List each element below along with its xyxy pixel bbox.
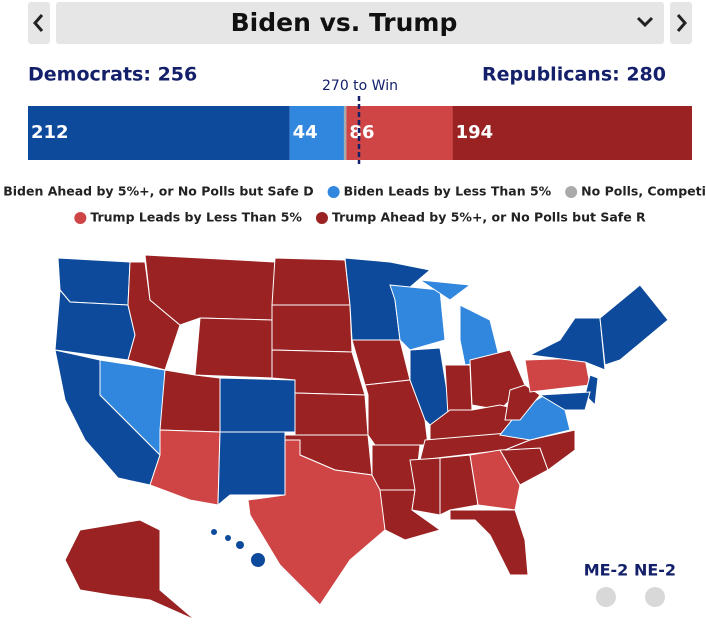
state: [64, 519, 196, 621]
state: [294, 392, 369, 436]
state: [419, 279, 472, 301]
state: [504, 384, 541, 421]
bar-segment: [343, 106, 347, 160]
state: [247, 439, 386, 606]
state: [149, 429, 221, 506]
legend: Biden Ahead by 5%+, or No Polls but Safe…: [3, 184, 706, 225]
bar-label: 212: [31, 122, 69, 143]
legend-label: Trump Leads by Less Than 5%: [90, 210, 302, 225]
state: [271, 304, 353, 353]
state: [444, 364, 473, 416]
hawaii: [211, 529, 265, 567]
legend-swatch: [327, 186, 340, 198]
state: [449, 509, 529, 576]
race-selector[interactable]: [56, 2, 664, 44]
legend-row: Biden Ahead by 5%+, or No Polls but Safe…: [3, 184, 706, 199]
bar-label: 44: [293, 122, 318, 143]
state: [217, 431, 286, 507]
prev-button[interactable]: [28, 2, 50, 44]
district-label: NE-2: [634, 561, 676, 580]
bar-segment: [289, 106, 344, 160]
state: [271, 257, 351, 306]
legend-label: Trump Ahead by 5%+, or No Polls but Safe…: [332, 210, 646, 225]
state: [524, 357, 591, 393]
bar-label: 194: [456, 122, 494, 143]
state: [194, 317, 273, 379]
state: [409, 457, 441, 516]
dropdown-icon: [636, 16, 654, 28]
legend-label: Biden Ahead by 5%+, or No Polls but Safe…: [3, 184, 313, 199]
state: [439, 454, 479, 516]
state: [57, 257, 131, 306]
state: [351, 339, 411, 386]
bar-segment: [346, 106, 453, 160]
district-label: ME-2: [584, 561, 629, 580]
bar-segment: [452, 106, 692, 160]
bar-label: 86: [349, 122, 374, 143]
prev-icon: [33, 14, 44, 32]
bar-chart: 212 44 86 194: [28, 106, 692, 160]
state: [219, 377, 296, 433]
rep-total: Republicans: 280: [482, 64, 666, 86]
legend-swatch: [74, 212, 87, 224]
state: [469, 449, 521, 511]
state: [159, 369, 221, 433]
legend-label: No Polls, Competitive: [581, 184, 706, 199]
race-title: Biden vs. Trump: [231, 8, 458, 37]
state: [538, 391, 591, 411]
district-dot: [645, 587, 665, 607]
next-icon: [676, 14, 687, 32]
next-button[interactable]: [670, 2, 692, 44]
dem-total: Democrats: 256: [28, 64, 197, 86]
us-map: [54, 254, 669, 621]
district-dot: [596, 587, 616, 607]
state: [599, 284, 669, 366]
districts: ME-2 NE-2: [584, 561, 676, 607]
threshold-label: 270 to Win: [322, 78, 398, 94]
legend-label: Biden Leads by Less Than 5%: [344, 184, 552, 199]
legend-row: Trump Leads by Less Than 5% Trump Ahead b…: [74, 210, 646, 225]
bar-segment: [28, 106, 290, 160]
legend-swatch: [565, 186, 578, 198]
legend-swatch: [315, 212, 328, 224]
